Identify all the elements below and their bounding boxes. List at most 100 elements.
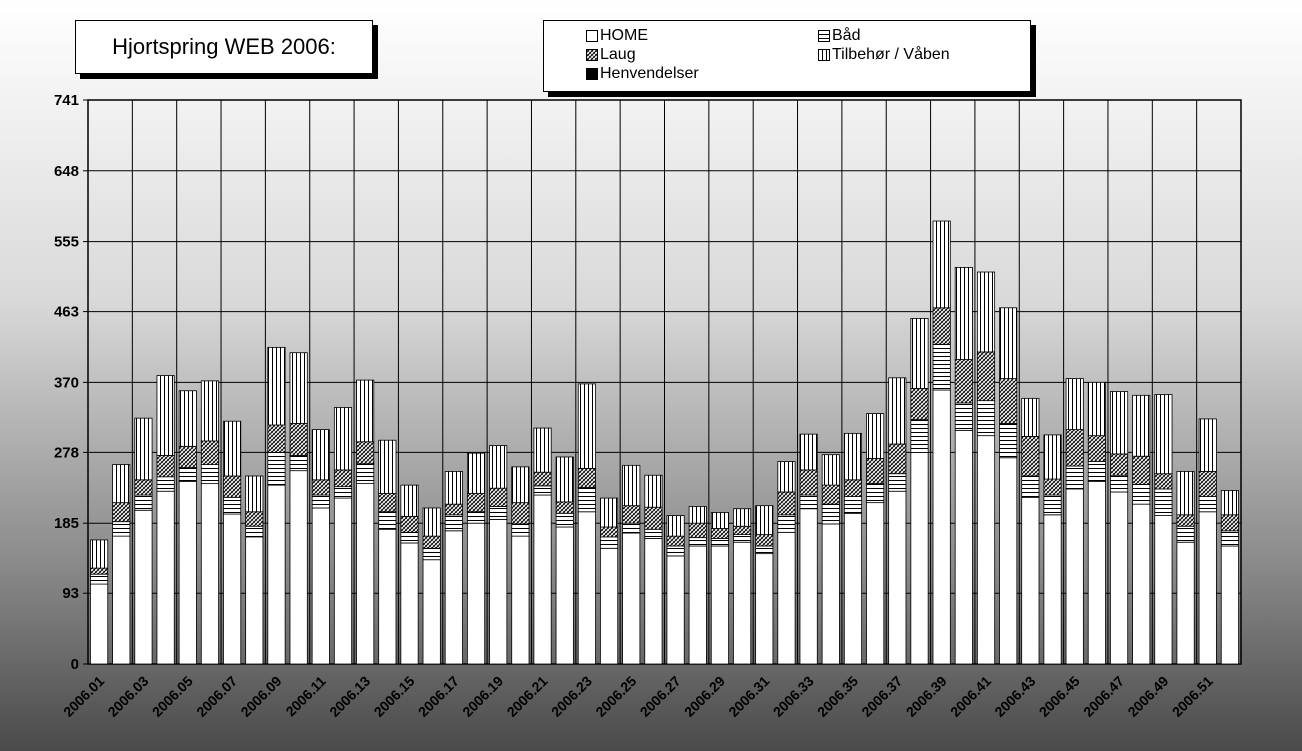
- bar-segment-laug: [400, 515, 419, 533]
- bar-segment-b-d: [954, 402, 973, 431]
- bar-segment-tilbeh-r-v-ben: [1021, 397, 1040, 437]
- legend-item-home: HOME: [586, 27, 648, 45]
- bar-segment-b-d: [733, 534, 752, 543]
- x-tick-label: 2006.13: [326, 673, 373, 720]
- x-tick-label: 2006.29: [681, 673, 728, 720]
- bar-segment-b-d: [666, 545, 685, 557]
- bar-segment-laug: [156, 455, 175, 478]
- bar-segment-tilbeh-r-v-ben: [688, 506, 707, 524]
- x-tick-label: 2006.11: [282, 673, 329, 720]
- bar-segment-home: [666, 555, 685, 665]
- legend-swatch-home: [586, 30, 598, 42]
- bar-segment-home: [156, 490, 175, 665]
- bar-segment-tilbeh-r-v-ben: [755, 505, 774, 536]
- bar-segment-tilbeh-r-v-ben: [200, 380, 219, 442]
- bar-segment-home: [378, 528, 397, 665]
- bar-segment-home: [910, 452, 929, 665]
- x-tick-label: 2006.03: [104, 673, 151, 720]
- bar-segment-tilbeh-r-v-ben: [356, 379, 375, 443]
- y-tick-label: 93: [62, 585, 79, 602]
- bar-segment-laug: [1176, 514, 1195, 527]
- x-tick-label: 2006.01: [60, 673, 107, 720]
- bar-segment-tilbeh-r-v-ben: [289, 352, 308, 424]
- bar-segment-b-d: [289, 455, 308, 472]
- bar-segment-laug: [1065, 429, 1084, 467]
- chart-title-box: Hjortspring WEB 2006:: [75, 20, 373, 74]
- bar-segment-home: [90, 583, 109, 665]
- legend-swatch-laug: [586, 49, 598, 61]
- bar-segment-tilbeh-r-v-ben: [311, 429, 330, 481]
- bar-segment-home: [577, 511, 596, 665]
- bar-segment-home: [1043, 514, 1062, 665]
- bar-segment-home: [843, 512, 863, 665]
- x-tick-label: 2006.45: [1036, 673, 1083, 720]
- bar-segment-b-d: [843, 496, 863, 514]
- bar-segment-home: [333, 497, 353, 665]
- y-tick-label: 370: [54, 374, 79, 391]
- bar-segment-laug: [466, 493, 486, 513]
- bar-segment-b-d: [178, 467, 197, 482]
- bar-segment-tilbeh-r-v-ben: [1065, 378, 1084, 430]
- bar-segment-laug: [976, 351, 996, 402]
- bar-segment-tilbeh-r-v-ben: [178, 390, 197, 447]
- bar-segment-tilbeh-r-v-ben: [821, 454, 840, 486]
- bar-segment-home: [356, 483, 375, 665]
- bar-segment-b-d: [799, 494, 818, 510]
- bar-segment-laug: [555, 501, 574, 514]
- bar-segment-laug: [1154, 473, 1173, 490]
- bars: [90, 220, 1239, 665]
- bar-segment-tilbeh-r-v-ben: [267, 346, 286, 426]
- bar-segment-tilbeh-r-v-ben: [333, 407, 353, 471]
- bar-segment-b-d: [223, 496, 242, 515]
- bar-segment-b-d: [644, 528, 663, 539]
- bar-segment-home: [489, 518, 508, 665]
- bar-segment-b-d: [577, 487, 596, 513]
- bar-segment-tilbeh-r-v-ben: [1110, 391, 1129, 455]
- bar-segment-laug: [577, 467, 596, 488]
- bar-segment-b-d: [311, 494, 330, 509]
- legend-swatch-tilbehoer: [818, 49, 830, 61]
- bar-segment-home: [178, 480, 197, 665]
- bar-segment-tilbeh-r-v-ben: [666, 515, 685, 537]
- bar-segment-laug: [422, 535, 441, 549]
- bar-segment-tilbeh-r-v-ben: [555, 456, 574, 503]
- bar-segment-b-d: [1154, 488, 1173, 516]
- bar-segment-home: [223, 513, 242, 665]
- bar-segment-home: [112, 535, 131, 665]
- bar-segment-home: [821, 523, 840, 665]
- bar-segment-home: [134, 509, 153, 665]
- bar-segment-b-d: [600, 536, 619, 549]
- y-tick-label: 741: [54, 92, 79, 109]
- bar-segment-tilbeh-r-v-ben: [577, 383, 596, 469]
- bar-segment-tilbeh-r-v-ben: [400, 484, 419, 517]
- bar-segment-tilbeh-r-v-ben: [444, 471, 463, 505]
- bar-segment-b-d: [444, 514, 463, 532]
- bar-segment-laug: [866, 458, 885, 485]
- bar-segment-laug: [90, 567, 109, 575]
- bar-segment-tilbeh-r-v-ben: [799, 433, 818, 471]
- legend-label-baad: Båd: [832, 27, 861, 44]
- legend-item-baad: Båd: [818, 27, 860, 45]
- chart-title: Hjortspring WEB 2006:: [112, 34, 336, 59]
- bar-segment-b-d: [866, 483, 885, 504]
- bar-segment-home: [511, 535, 530, 665]
- bar-segment-laug: [755, 534, 774, 547]
- x-tick-label: 2006.17: [415, 673, 462, 720]
- bar-segment-b-d: [333, 486, 353, 499]
- x-tick-label: 2006.19: [459, 673, 506, 720]
- bar-segment-laug: [223, 475, 242, 498]
- bar-segment-tilbeh-r-v-ben: [622, 464, 641, 507]
- x-tick-label: 2006.41: [947, 673, 994, 720]
- bar-segment-laug: [932, 307, 951, 345]
- bar-segment-home: [688, 545, 707, 665]
- legend-label-tilbehoer: Tilbehør / Våben: [832, 46, 950, 63]
- bar-segment-tilbeh-r-v-ben: [1154, 394, 1173, 475]
- bar-segment-tilbeh-r-v-ben: [710, 512, 729, 529]
- bar-segment-tilbeh-r-v-ben: [843, 432, 863, 481]
- bar-segment-tilbeh-r-v-ben: [90, 539, 109, 569]
- bar-segment-laug: [666, 535, 685, 547]
- bar-segment-home: [311, 507, 330, 665]
- legend: HOME Båd Laug Tilbehør / Våben Henvendel…: [543, 20, 1031, 92]
- bar-segment-home: [1110, 491, 1129, 665]
